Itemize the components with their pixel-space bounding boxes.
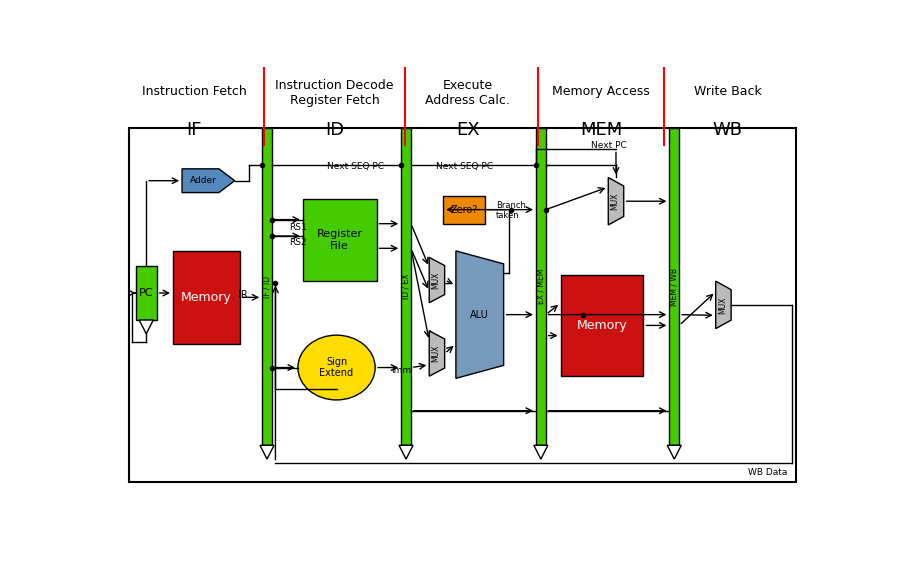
Bar: [129, 128, 795, 482]
Bar: [670, 128, 680, 445]
Polygon shape: [608, 177, 623, 225]
Text: Memory: Memory: [576, 319, 627, 332]
Text: IR: IR: [238, 290, 248, 300]
Polygon shape: [534, 445, 548, 459]
Polygon shape: [260, 445, 274, 459]
Bar: [401, 128, 411, 445]
Text: Next PC: Next PC: [591, 141, 626, 150]
Text: MUX: MUX: [431, 272, 440, 289]
Text: ID / EX: ID / EX: [401, 274, 410, 300]
Bar: [173, 251, 239, 344]
Bar: [561, 275, 643, 376]
Text: Branch
taken: Branch taken: [496, 201, 525, 220]
Bar: [303, 199, 377, 281]
Bar: [536, 128, 545, 445]
Text: ALU: ALU: [470, 310, 489, 320]
Text: RS2: RS2: [289, 238, 306, 247]
Polygon shape: [716, 281, 731, 329]
Text: Register
File: Register File: [317, 229, 362, 251]
Text: MEM: MEM: [580, 121, 622, 139]
Polygon shape: [456, 251, 504, 378]
Ellipse shape: [298, 335, 375, 400]
Text: MUX: MUX: [611, 192, 620, 210]
Text: Next SEQ PC: Next SEQ PC: [437, 162, 493, 171]
Text: Next SEQ PC: Next SEQ PC: [327, 162, 384, 171]
Polygon shape: [399, 445, 413, 459]
Text: WB Data: WB Data: [748, 467, 787, 477]
Text: Sign
Extend: Sign Extend: [320, 357, 353, 378]
Text: IF / ID: IF / ID: [263, 275, 272, 297]
Text: MEM / WB: MEM / WB: [670, 268, 679, 306]
Text: Write Back: Write Back: [694, 85, 762, 98]
Polygon shape: [429, 331, 445, 376]
Text: Execute
Address Calc.: Execute Address Calc.: [426, 79, 510, 107]
Text: EX: EX: [456, 121, 479, 139]
Text: WB: WB: [713, 121, 743, 139]
Text: Adder: Adder: [189, 176, 217, 185]
Text: Memory Access: Memory Access: [553, 85, 651, 98]
Polygon shape: [429, 257, 445, 303]
Text: Imm: Imm: [391, 366, 411, 375]
Text: Instruction Decode
Register Fetch: Instruction Decode Register Fetch: [275, 79, 394, 107]
Text: PC: PC: [139, 288, 153, 298]
Bar: [443, 196, 486, 224]
Text: MUX: MUX: [431, 345, 440, 362]
Text: MUX: MUX: [718, 296, 728, 314]
Text: ID: ID: [325, 121, 344, 139]
Bar: [262, 128, 272, 445]
Text: RS1: RS1: [289, 223, 306, 232]
Polygon shape: [140, 320, 153, 334]
Polygon shape: [182, 169, 235, 192]
Text: IF: IF: [187, 121, 202, 139]
Text: Memory: Memory: [181, 291, 232, 304]
Text: Instruction Fetch: Instruction Fetch: [141, 85, 246, 98]
Text: Zero?: Zero?: [450, 205, 478, 215]
Text: EX / MEM: EX / MEM: [536, 269, 545, 304]
Bar: [136, 266, 157, 320]
Polygon shape: [667, 445, 681, 459]
